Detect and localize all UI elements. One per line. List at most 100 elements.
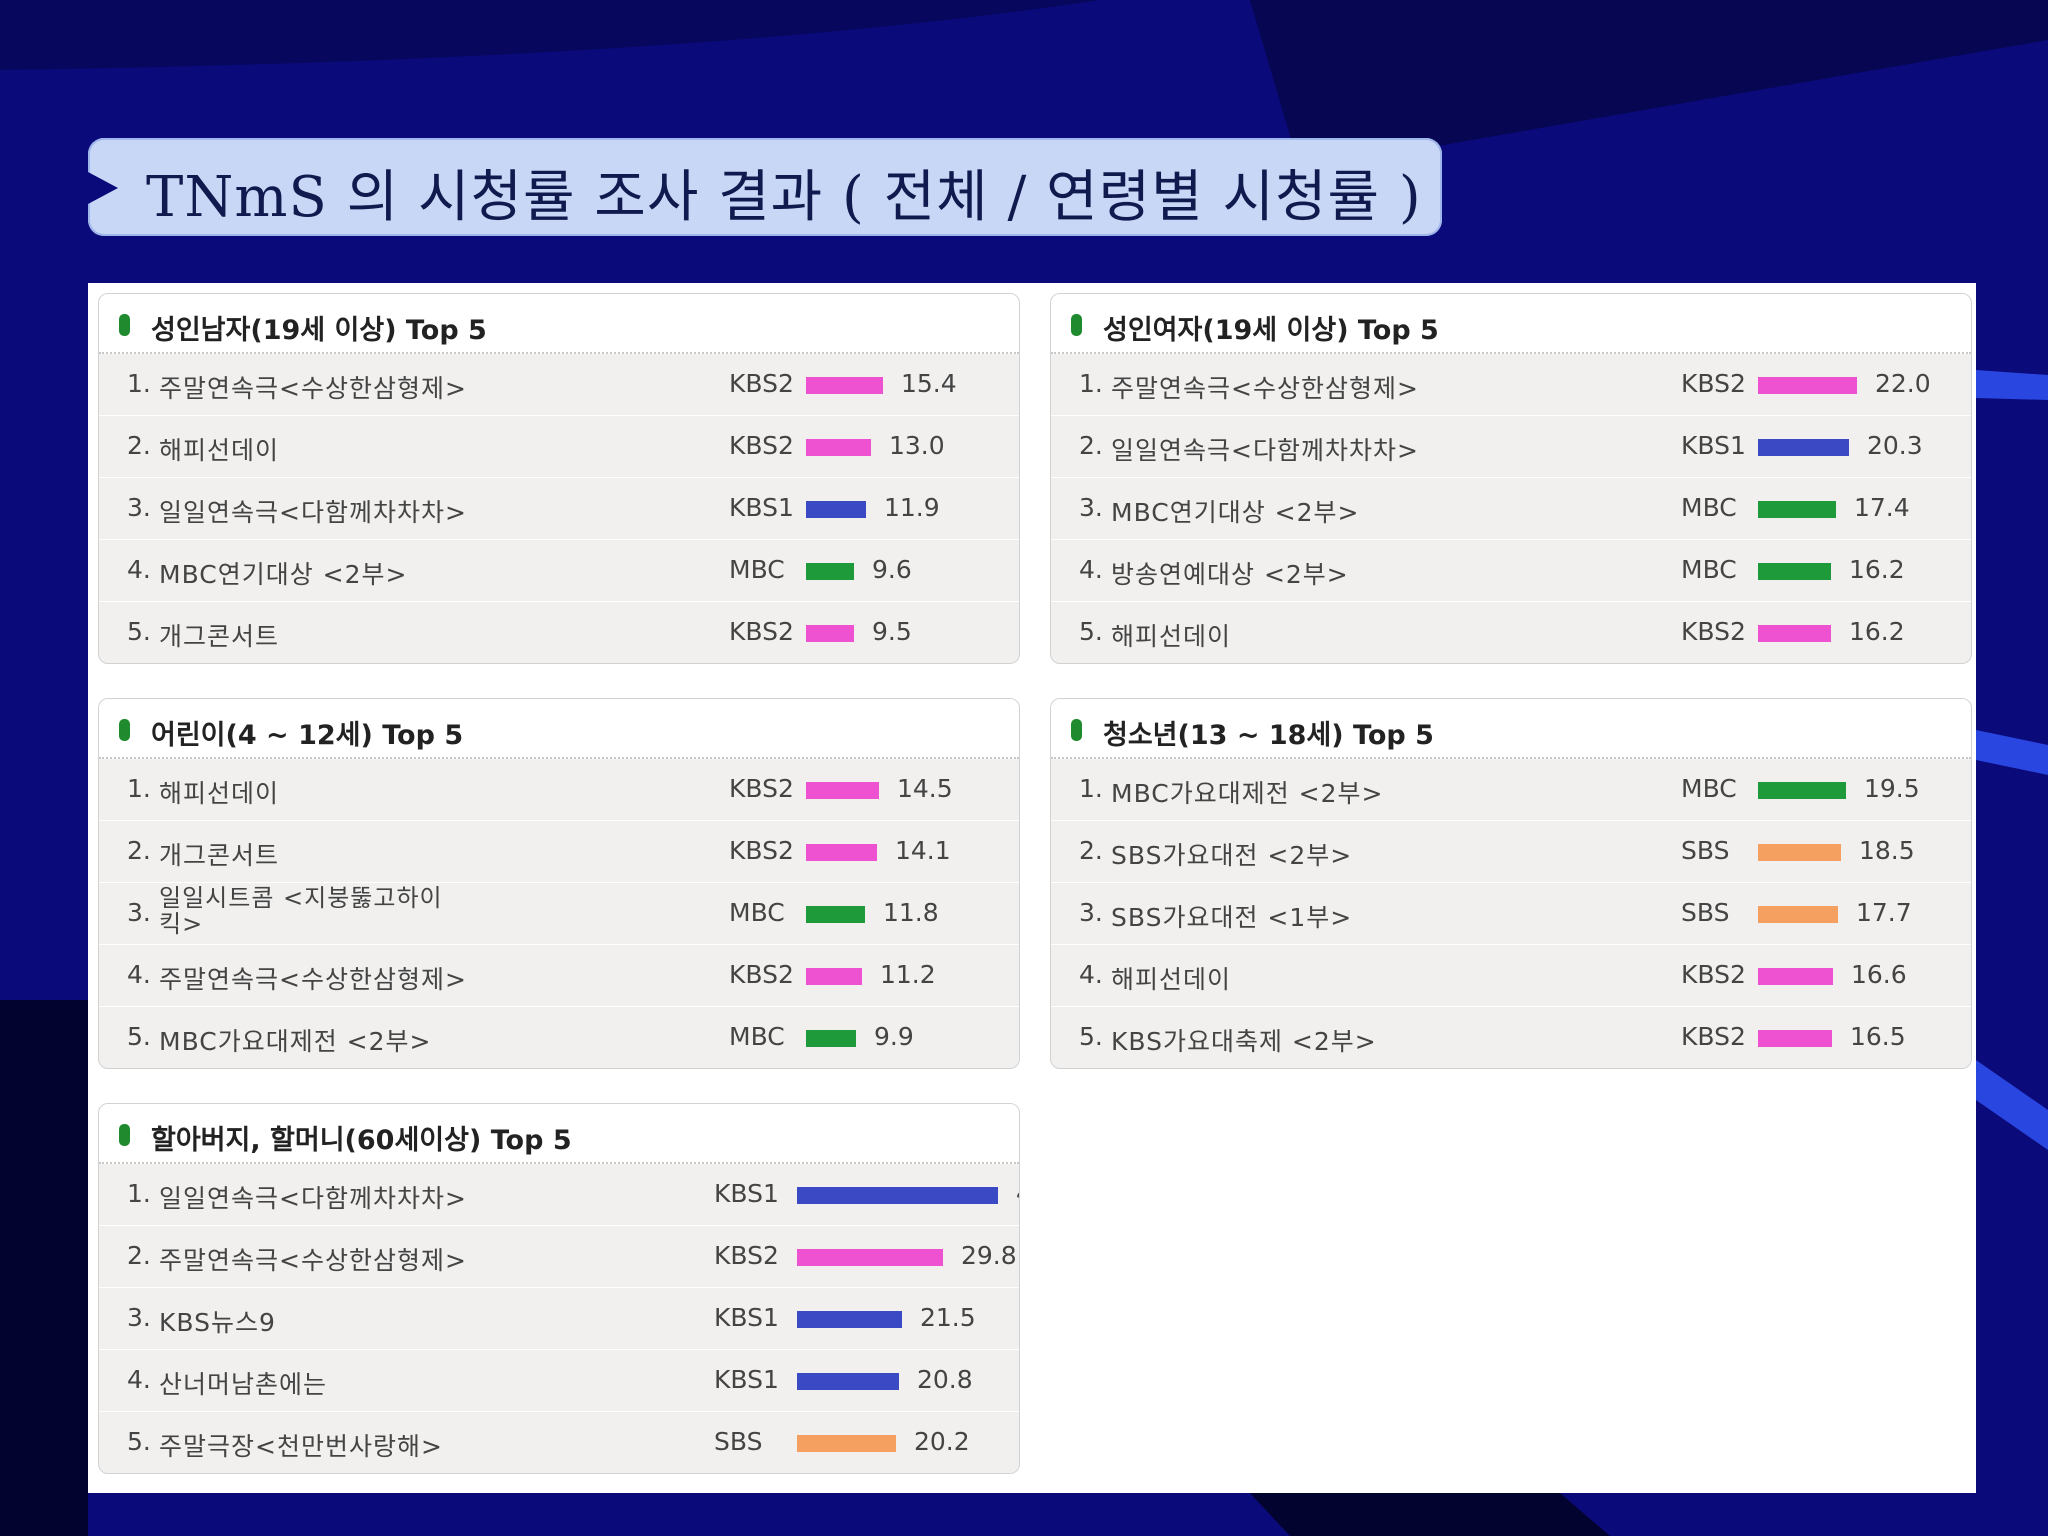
program-name: 개그콘서트 xyxy=(159,622,280,651)
rank-number: 3. xyxy=(127,493,151,522)
rating-value: 41.0 xyxy=(1016,1179,1019,1208)
station-label: KBS2 xyxy=(714,1241,779,1270)
rank-number: 3. xyxy=(127,898,151,927)
rating-value: 14.1 xyxy=(895,836,951,865)
ranking-row: 5. 해피선데이 KBS2 16.2 xyxy=(1051,602,1971,663)
ranking-row: 5. MBC가요대제전 <2부> MBC 9.9 xyxy=(99,1007,1019,1068)
station-label: KBS1 xyxy=(729,493,794,522)
rating-value: 20.2 xyxy=(914,1427,970,1456)
panel-header: 성인남자(19세 이상) Top 5 xyxy=(99,294,1019,354)
bullet-icon xyxy=(119,719,130,741)
ranking-row: 2. 해피선데이 KBS2 13.0 xyxy=(99,416,1019,478)
rank-number: 5. xyxy=(1079,617,1103,646)
rating-value: 29.8 xyxy=(961,1241,1017,1270)
program-name: SBS가요대전 <2부> xyxy=(1111,841,1353,870)
program-name: MBC연기대상 <2부> xyxy=(1111,498,1360,527)
rating-value: 11.9 xyxy=(884,493,940,522)
rating-bar xyxy=(1758,501,1836,518)
rank-number: 1. xyxy=(127,1179,151,1208)
rank-number: 5. xyxy=(127,1022,151,1051)
ranking-row: 3. 일일시트콤 <지붕뚫고하이킥> MBC 11.8 xyxy=(99,883,1019,945)
rating-value: 20.8 xyxy=(917,1365,973,1394)
station-label: KBS2 xyxy=(729,369,794,398)
ranking-row: 3. 일일연속극<다함께차차차> KBS1 11.9 xyxy=(99,478,1019,540)
program-name: 주말연속극<수상한삼형제> xyxy=(159,374,467,403)
panel-title: 청소년(13 ~ 18세) Top 5 xyxy=(1103,720,1434,751)
ranking-row: 5. KBS가요대축제 <2부> KBS2 16.5 xyxy=(1051,1007,1971,1068)
rank-number: 3. xyxy=(1079,898,1103,927)
ranking-row: 1. 주말연속극<수상한삼형제> KBS2 15.4 xyxy=(99,354,1019,416)
rating-value: 11.8 xyxy=(883,898,939,927)
station-label: MBC xyxy=(1681,555,1737,584)
rating-value: 16.6 xyxy=(1851,960,1907,989)
bullet-icon xyxy=(1071,314,1082,336)
rating-value: 15.4 xyxy=(901,369,957,398)
station-label: KBS2 xyxy=(729,836,794,865)
station-label: KBS1 xyxy=(714,1303,779,1332)
rating-value: 20.3 xyxy=(1867,431,1923,460)
slide-title-box: TNmS 의 시청률 조사 결과 ( 전체 / 연령별 시청률 ) xyxy=(88,138,1442,236)
ranking-row: 5. 개그콘서트 KBS2 9.5 xyxy=(99,602,1019,663)
rating-bar xyxy=(797,1373,899,1390)
ranking-row: 4. 산너머남촌에는 KBS1 20.8 xyxy=(99,1350,1019,1412)
station-label: KBS2 xyxy=(1681,617,1746,646)
panel-header: 할아버지, 할머니(60세이상) Top 5 xyxy=(99,1104,1019,1164)
rank-number: 2. xyxy=(1079,836,1103,865)
station-label: KBS1 xyxy=(1681,431,1746,460)
rating-bar xyxy=(806,625,854,642)
rating-bar xyxy=(806,1030,856,1047)
station-label: KBS1 xyxy=(714,1365,779,1394)
program-name: MBC연기대상 <2부> xyxy=(159,560,408,589)
rating-value: 21.5 xyxy=(920,1303,976,1332)
rating-bar xyxy=(1758,844,1841,861)
station-label: MBC xyxy=(1681,774,1737,803)
rank-number: 2. xyxy=(1079,431,1103,460)
rank-number: 4. xyxy=(127,1365,151,1394)
station-label: MBC xyxy=(1681,493,1737,522)
rating-bar xyxy=(806,844,877,861)
station-label: KBS2 xyxy=(729,617,794,646)
rating-bar xyxy=(1758,782,1846,799)
program-name: 주말연속극<수상한삼형제> xyxy=(1111,374,1419,403)
rating-value: 11.2 xyxy=(880,960,936,989)
rank-number: 3. xyxy=(127,1303,151,1332)
ratings-panel: 할아버지, 할머니(60세이상) Top 5 1. 일일연속극<다함께차차차> KBS… xyxy=(98,1103,1020,1474)
panel-title: 할아버지, 할머니(60세이상) Top 5 xyxy=(151,1125,572,1156)
rating-value: 9.6 xyxy=(872,555,912,584)
program-name: 일일시트콤 <지붕뚫고하이킥> xyxy=(159,884,443,938)
program-name: 주말극장<천만번사랑해> xyxy=(159,1432,443,1461)
rating-bar xyxy=(1758,968,1833,985)
ratings-panel: 성인남자(19세 이상) Top 5 1. 주말연속극<수상한삼형제> KBS2 15.… xyxy=(98,293,1020,664)
program-name: 해피선데이 xyxy=(159,779,280,808)
rank-number: 1. xyxy=(127,774,151,803)
ranking-row: 3. KBS뉴스9 KBS1 21.5 xyxy=(99,1288,1019,1350)
program-name: 주말연속극<수상한삼형제> xyxy=(159,1246,467,1275)
rank-number: 2. xyxy=(127,431,151,460)
program-name: MBC가요대제전 <2부> xyxy=(1111,779,1384,808)
program-name: 해피선데이 xyxy=(1111,965,1232,994)
rank-number: 5. xyxy=(127,617,151,646)
rank-number: 4. xyxy=(1079,555,1103,584)
panel-title: 어린이(4 ~ 12세) Top 5 xyxy=(151,720,464,751)
program-name: 일일연속극<다함께차차차> xyxy=(159,498,467,527)
rating-bar xyxy=(806,968,862,985)
program-name: 산너머남촌에는 xyxy=(159,1370,328,1399)
station-label: KBS2 xyxy=(1681,960,1746,989)
title-arrow-icon xyxy=(88,172,118,204)
rating-value: 18.5 xyxy=(1859,836,1915,865)
program-name: 해피선데이 xyxy=(159,436,280,465)
ranking-row: 1. 일일연속극<다함께차차차> KBS1 41.0 xyxy=(99,1164,1019,1226)
rating-value: 9.9 xyxy=(874,1022,914,1051)
rating-value: 17.4 xyxy=(1854,493,1910,522)
station-label: KBS2 xyxy=(1681,1022,1746,1051)
ranking-row: 4. 주말연속극<수상한삼형제> KBS2 11.2 xyxy=(99,945,1019,1007)
station-label: MBC xyxy=(729,898,785,927)
rating-bar xyxy=(797,1187,998,1204)
ratings-panel: 성인여자(19세 이상) Top 5 1. 주말연속극<수상한삼형제> KBS2 22.… xyxy=(1050,293,1972,664)
station-label: KBS2 xyxy=(1681,369,1746,398)
ranking-row: 4. 방송연예대상 <2부> MBC 16.2 xyxy=(1051,540,1971,602)
ranking-row: 1. 해피선데이 KBS2 14.5 xyxy=(99,759,1019,821)
rank-number: 3. xyxy=(1079,493,1103,522)
rank-number: 4. xyxy=(127,960,151,989)
panel-header: 어린이(4 ~ 12세) Top 5 xyxy=(99,699,1019,759)
